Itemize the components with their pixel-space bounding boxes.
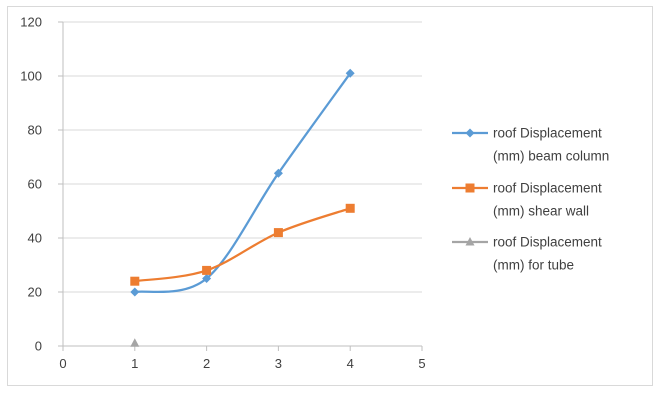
gridlines bbox=[63, 21, 422, 293]
legend-label-tube: roof Displacement bbox=[493, 235, 602, 250]
legend-label-shear-wall: (mm) shear wall bbox=[493, 204, 589, 219]
data-point-beam-column bbox=[202, 274, 212, 283]
data-point-tube bbox=[130, 338, 140, 347]
data-point-shear-wall bbox=[273, 228, 283, 238]
x-tick-label: 1 bbox=[131, 356, 138, 371]
axes: 0 20 40 60 80 100 120 0 1 2 3 4 5 bbox=[20, 15, 425, 372]
chart-area bbox=[7, 6, 653, 386]
y-tick-label: 120 bbox=[20, 15, 42, 30]
series-layer bbox=[130, 68, 355, 347]
x-tick-label: 4 bbox=[347, 356, 354, 371]
x-tick-label: 2 bbox=[203, 356, 210, 371]
y-tick-label: 20 bbox=[28, 285, 42, 300]
legend-label-beam-column: (mm) beam column bbox=[493, 149, 609, 164]
data-point-shear-wall bbox=[345, 203, 355, 213]
data-point-beam-column bbox=[130, 287, 140, 297]
x-tick-label: 3 bbox=[275, 356, 282, 371]
legend-marker-shear-wall bbox=[465, 183, 475, 193]
x-tick-label: 0 bbox=[59, 356, 66, 371]
y-tick-label: 80 bbox=[28, 123, 42, 138]
data-point-beam-column bbox=[345, 68, 355, 78]
y-tick-label: 60 bbox=[28, 177, 42, 192]
legend-label-tube: (mm) for tube bbox=[493, 258, 574, 273]
data-point-beam-column bbox=[273, 168, 283, 178]
y-tick-label: 0 bbox=[35, 339, 42, 354]
legend: roof Displacement (mm) beam column roof D… bbox=[452, 126, 609, 273]
data-point-shear-wall bbox=[202, 265, 212, 275]
y-tick-label: 100 bbox=[20, 69, 42, 84]
series-line-beam-column bbox=[134, 72, 352, 294]
series-line-shear-wall bbox=[134, 207, 351, 283]
legend-label-beam-column: roof Displacement bbox=[493, 126, 602, 141]
legend-marker-beam-column bbox=[465, 128, 475, 138]
x-tick-label: 5 bbox=[418, 356, 425, 371]
legend-marker-tube bbox=[465, 237, 475, 246]
data-point-shear-wall bbox=[130, 276, 140, 286]
legend-label-shear-wall: roof Displacement bbox=[493, 181, 602, 196]
y-tick-label: 40 bbox=[28, 231, 42, 246]
